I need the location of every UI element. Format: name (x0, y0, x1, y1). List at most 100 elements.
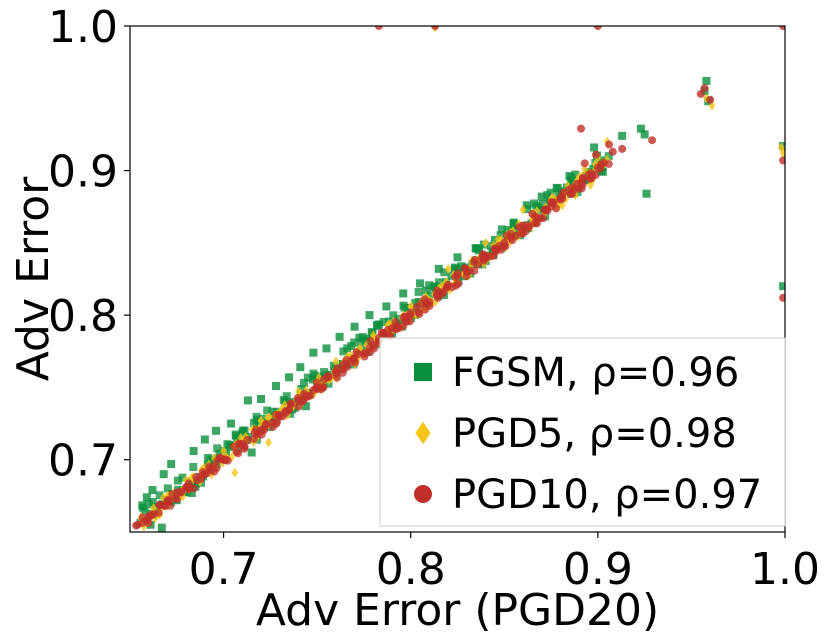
y-axis-label: Adv Error (8, 176, 59, 381)
circle-point (182, 483, 191, 492)
square-point (285, 373, 294, 382)
circle-point (286, 399, 295, 408)
square-point (187, 488, 196, 497)
square-point (497, 225, 506, 234)
diamond-point (482, 237, 489, 248)
square-point (227, 419, 236, 428)
circle-point (519, 221, 527, 230)
diamond-point (265, 437, 272, 448)
diamond-point (407, 301, 415, 312)
square-point (335, 332, 344, 341)
square-point (435, 278, 444, 287)
square-point (240, 426, 249, 435)
y-tick-label: 0.8 (48, 291, 118, 342)
square-point (268, 407, 277, 416)
diamond-point (779, 148, 785, 159)
square-point (243, 396, 252, 405)
square-point (297, 385, 306, 394)
circle-point (415, 310, 424, 319)
square-point (200, 435, 209, 444)
circle-point (262, 419, 271, 428)
square-point (779, 282, 785, 291)
circle-point (549, 198, 558, 207)
circle-point (304, 392, 313, 401)
legend-entry-label: PGD10, ρ=0.97 (452, 472, 762, 518)
square-point (299, 378, 308, 387)
series-circle (132, 26, 785, 530)
circle-point (490, 244, 499, 253)
circle-point (552, 204, 561, 213)
circle-point (591, 171, 600, 180)
square-point (529, 199, 538, 208)
square-point (350, 338, 359, 347)
square-point (399, 289, 408, 298)
circle-point (593, 163, 602, 172)
square-point (178, 473, 187, 482)
circle-point (144, 513, 153, 522)
diamond-point (363, 339, 371, 350)
circle-point (568, 189, 577, 198)
square-point (522, 201, 531, 210)
points-layer (132, 26, 785, 532)
square-point (231, 430, 240, 439)
plot-frame (129, 25, 786, 533)
square-point (425, 291, 434, 300)
diamond-point (519, 204, 527, 215)
square-point (212, 426, 221, 435)
square-point (343, 344, 352, 353)
circle-point (405, 317, 414, 326)
square-point (453, 253, 462, 262)
circle-point (172, 495, 181, 504)
square-point (167, 460, 176, 469)
circle-point (608, 147, 617, 156)
circle-point (200, 470, 209, 479)
diamond-point (369, 330, 377, 341)
legend: FGSM, ρ=0.96 PGD5, ρ=0.98 PGD10, ρ=0.97 (379, 337, 786, 527)
square-point (490, 235, 499, 244)
circle-point (189, 484, 198, 493)
diamond-point (444, 263, 452, 274)
square-point (537, 192, 546, 201)
square-point (148, 486, 157, 495)
circle-point (593, 26, 602, 30)
circle-point (275, 412, 284, 421)
diamond-point (220, 446, 227, 457)
circle-point (573, 179, 582, 188)
circle-point (324, 373, 333, 382)
diamond-point (332, 356, 340, 367)
square-point (472, 244, 481, 253)
diamond-point (344, 351, 352, 362)
legend-marker-square (414, 363, 432, 381)
circle-point (438, 289, 447, 298)
circle-point (532, 219, 541, 228)
square-point (496, 231, 505, 240)
circle-point (234, 449, 243, 458)
circle-point (154, 508, 163, 517)
circle-point (412, 303, 421, 312)
legend-box (379, 337, 786, 527)
circle-point (470, 255, 479, 264)
square-point (163, 484, 172, 493)
x-axis-label: Adv Error (PGD20) (256, 585, 659, 636)
circle-point (352, 348, 361, 357)
square-point (358, 336, 367, 345)
circle-point (331, 367, 340, 376)
circle-point (577, 124, 586, 133)
square-point (546, 188, 555, 197)
square-point (434, 264, 443, 273)
circle-point (369, 341, 378, 350)
square-point (379, 317, 388, 326)
square-point (144, 500, 153, 509)
square-point (375, 320, 384, 329)
circle-point (388, 324, 396, 333)
circle-point (238, 439, 247, 448)
square-point (538, 200, 547, 209)
square-point (282, 392, 291, 401)
square-point (213, 444, 222, 453)
square-point (642, 189, 651, 198)
circle-point (648, 136, 657, 145)
circle-point (591, 150, 600, 159)
circle-point (319, 383, 328, 392)
legend-entry-label: PGD5, ρ=0.98 (452, 411, 737, 457)
